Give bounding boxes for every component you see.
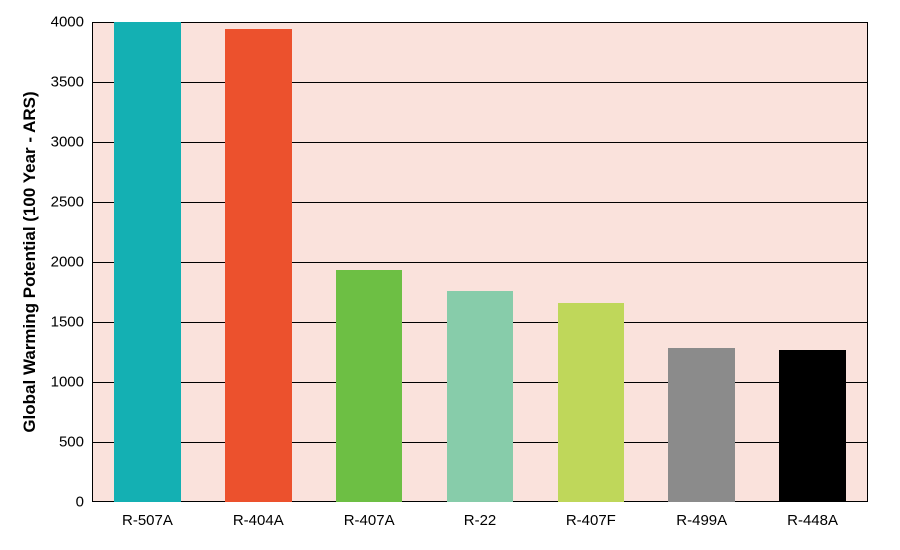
y-axis-title: Global Warming Potential (100 Year - ARS…: [20, 91, 40, 432]
y-tick-label: 3500: [51, 74, 92, 91]
y-tick-label: 4000: [51, 14, 92, 31]
bar: [336, 270, 403, 502]
plot-area: 05001000150020002500300035004000R-507AR-…: [92, 22, 868, 502]
bar: [447, 291, 514, 502]
y-tick-label: 0: [76, 494, 92, 511]
gwp-bar-chart: 0 500 1000 1500 2000 2500 3000 3500 4000 R-507A R-…: [0, 0, 900, 550]
x-tick-label: R-448A: [787, 502, 838, 529]
bar: [558, 303, 625, 502]
x-tick-label: R-407A: [344, 502, 395, 529]
x-tick-label: R-407F: [566, 502, 616, 529]
bar: [779, 350, 846, 502]
bar: [668, 348, 735, 502]
grid-line: [92, 262, 868, 263]
bar: [114, 22, 181, 502]
y-tick-label: 2500: [51, 194, 92, 211]
x-tick-label: R-499A: [676, 502, 727, 529]
grid-line: [92, 142, 868, 143]
y-tick-label: 2000: [51, 254, 92, 271]
grid-line: [92, 82, 868, 83]
bar: [225, 29, 292, 502]
y-tick-label: 1500: [51, 314, 92, 331]
y-tick-label: 500: [59, 434, 92, 451]
y-tick-label: 1000: [51, 374, 92, 391]
x-tick-label: R-507A: [122, 502, 173, 529]
grid-line: [92, 202, 868, 203]
y-tick-label: 3000: [51, 134, 92, 151]
x-tick-label: R-404A: [233, 502, 284, 529]
x-tick-label: R-22: [464, 502, 497, 529]
